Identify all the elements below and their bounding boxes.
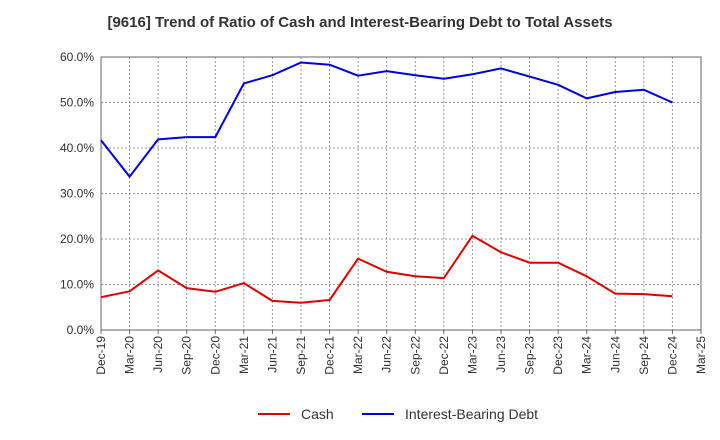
x-tick-label: Mar-24 [580, 336, 594, 374]
x-tick-label: Dec-21 [323, 336, 337, 375]
x-tick-label: Jun-22 [380, 336, 394, 373]
x-tick-label: Sep-24 [637, 336, 651, 375]
x-tick-label: Sep-23 [523, 336, 537, 375]
y-tick-label: 20.0% [60, 232, 94, 246]
chart-title: [9616] Trend of Ratio of Cash and Intere… [107, 14, 613, 31]
plot-border [100, 56, 702, 331]
x-tick-label: Sep-20 [180, 336, 194, 375]
y-tick-label: 30.0% [60, 187, 94, 201]
y-tick-label: 0.0% [67, 323, 95, 337]
series-line-interest-bearing-debt [100, 61, 673, 178]
legend-label-cash: Cash [301, 406, 334, 422]
x-tick-label: Jun-21 [265, 336, 279, 373]
x-tick-label: Jun-23 [494, 336, 508, 373]
x-tick-label: Jun-20 [151, 336, 165, 373]
x-tick-label: Mar-20 [123, 336, 137, 374]
x-tick-label: Mar-21 [237, 336, 251, 374]
x-tick-label: Mar-22 [351, 336, 365, 374]
y-tick-label: 50.0% [60, 96, 94, 110]
x-tick-label: Sep-22 [408, 336, 422, 375]
x-tick-label: Jun-24 [608, 336, 622, 373]
x-tick-label: Mar-23 [465, 336, 479, 374]
x-tick-label: Mar-25 [694, 336, 708, 374]
x-tick-label: Dec-24 [665, 336, 679, 375]
x-tick-label: Sep-21 [294, 336, 308, 375]
x-tick-label: Dec-22 [437, 336, 451, 375]
x-tick-label: Dec-20 [208, 336, 222, 375]
x-tick-label: Dec-19 [94, 336, 108, 375]
x-tick-label: Dec-23 [551, 336, 565, 375]
y-tick-label: 10.0% [60, 278, 94, 292]
y-tick-label: 40.0% [60, 141, 94, 155]
legend-label-interest-bearing-debt: Interest-Bearing Debt [405, 406, 538, 422]
y-tick-label: 60.0% [60, 50, 94, 64]
series-line-cash [100, 234, 673, 304]
